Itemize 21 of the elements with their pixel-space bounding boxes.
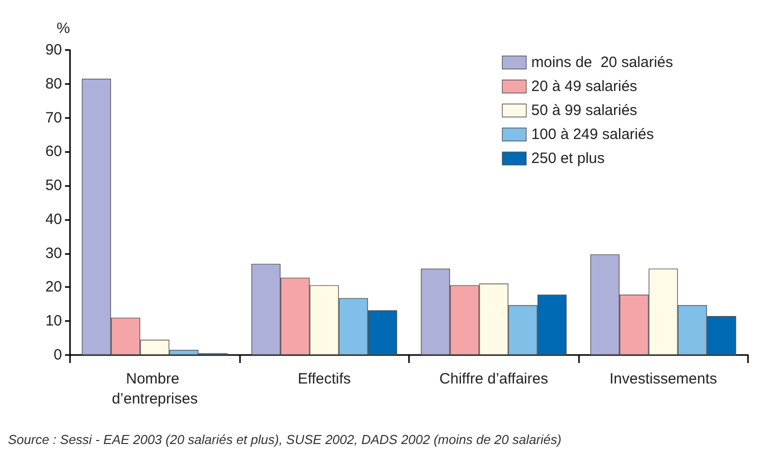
legend-label: 20 à 49 salariés	[531, 78, 638, 95]
y-tick-label: 50	[45, 177, 62, 194]
legend-label: 50 à 99 salariés	[531, 102, 638, 119]
y-tick-label: 10	[45, 312, 62, 330]
y-tick-label: 0	[54, 346, 62, 364]
y-tick-label: 40	[45, 210, 62, 228]
legend-label: 100 à 249 salariés	[531, 126, 654, 143]
y-tick-label: 90	[45, 42, 62, 58]
y-tick-label: 60	[45, 143, 62, 160]
y-tick-label: 80	[45, 75, 62, 92]
x-tick-label: Chiffre d’affaires	[439, 370, 548, 388]
legend-label: 250 et plus	[531, 150, 605, 167]
x-tick-label: Investissements	[609, 370, 718, 388]
y-tick-label: 30	[45, 244, 62, 262]
y-axis-title: %	[56, 20, 70, 37]
legend-label: moins de 20 salariés	[531, 54, 674, 71]
y-tick-label: 20	[45, 278, 62, 296]
x-tick-label: Nombre d’entreprises	[112, 370, 198, 408]
y-tick-label: 70	[45, 109, 62, 126]
source-note: Source : Sessi - EAE 2003 (20 salariés et plus), SUSE 2002, DADS 2002 (moins de 20 salariés)	[8, 432, 562, 447]
x-tick-label: Effectifs	[298, 370, 351, 388]
